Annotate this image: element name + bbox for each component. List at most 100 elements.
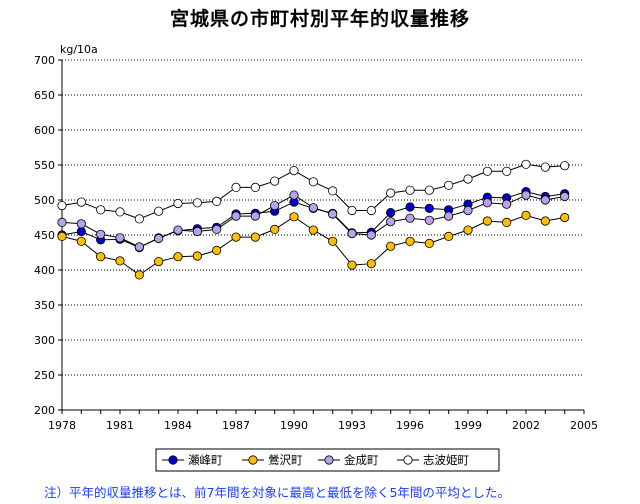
x-tick-label-2002: 2002: [512, 419, 540, 432]
data-point-金成町-1995: [386, 217, 396, 227]
data-point-金成町-1994: [366, 230, 376, 240]
data-point-鶯沢町-1982: [134, 270, 144, 280]
x-tick-label-1993: 1993: [338, 419, 366, 432]
y-axis-unit: kg/10a: [60, 43, 98, 56]
y-tick-label-450: 450: [34, 229, 55, 242]
y-tick-label-350: 350: [34, 299, 55, 312]
legend-label-鶯沢町: 鶯沢町: [268, 453, 303, 467]
data-point-金成町-2004: [560, 191, 570, 202]
legend-marker-金成町: [324, 455, 334, 465]
data-point-金成町-1989: [270, 201, 280, 211]
series-金成町: [57, 190, 570, 252]
data-point-金成町-1997: [424, 215, 434, 225]
data-point-志波姫町-1995: [386, 188, 396, 198]
data-point-金成町-1991: [308, 203, 318, 213]
x-axis-ticks: 1978 1981 1984 1987 1990 1993 1996 1999 2002 2005: [48, 410, 598, 432]
series-鶯沢町: [57, 210, 570, 280]
data-point-志波姫町-2000: [482, 166, 492, 176]
x-tick-label-1987: 1987: [222, 419, 250, 432]
data-point-鶯沢町-1983: [154, 256, 164, 267]
x-tick-label-1981: 1981: [106, 419, 134, 432]
data-point-志波姫町-1993: [347, 205, 357, 216]
series-瀬峰町: [57, 187, 570, 253]
data-point-鶯沢町-1986: [212, 245, 222, 255]
data-point-金成町-1983: [154, 233, 164, 244]
y-tick-label-200: 200: [34, 404, 55, 417]
y-tick-label-600: 600: [34, 124, 55, 137]
data-point-鶯沢町-1988: [250, 232, 260, 242]
data-point-志波姫町-2002: [521, 159, 531, 169]
data-point-鶯沢町-1995: [386, 241, 396, 251]
data-point-鶯沢町-1994: [366, 259, 376, 269]
y-tick-label-700: 700: [34, 54, 55, 67]
x-tick-label-1990: 1990: [280, 419, 308, 432]
data-point-志波姫町-1994: [366, 205, 376, 216]
data-point-志波姫町-1981: [115, 207, 125, 217]
data-point-瀬峰町-1995: [386, 208, 396, 218]
data-point-瀬峰町-1996: [405, 202, 415, 212]
data-point-鶯沢町-1985: [192, 251, 202, 261]
data-point-鶯沢町-1991: [308, 225, 318, 235]
data-point-金成町-1980: [96, 229, 106, 239]
y-axis-ticks: 200 250 300 350 400 450 500 550 600 650 700: [34, 54, 62, 417]
data-point-志波姫町-1980: [96, 205, 106, 215]
data-point-志波姫町-1978: [57, 201, 67, 211]
data-point-金成町-1990: [289, 190, 299, 200]
grid-lines: [62, 59, 584, 376]
x-tick-label-1999: 1999: [454, 419, 482, 432]
data-point-金成町-2003: [540, 195, 550, 205]
data-point-金成町-1996: [405, 213, 415, 223]
data-point-志波姫町-1987: [231, 182, 241, 192]
data-point-志波姫町-1997: [424, 185, 434, 195]
data-point-鶯沢町-1998: [444, 231, 454, 241]
data-point-金成町-1988: [250, 211, 260, 221]
y-tick-label-650: 650: [34, 89, 55, 102]
chart-title: 宮城県の市町村別平年的収量推移: [169, 8, 470, 30]
data-point-鶯沢町-1990: [289, 212, 299, 222]
data-point-鶯沢町-2003: [540, 216, 550, 226]
y-tick-label-400: 400: [34, 264, 55, 277]
data-point-志波姫町-2001: [502, 166, 512, 176]
data-point-志波姫町-1998: [444, 180, 454, 190]
data-point-志波姫町-2004: [560, 161, 570, 171]
data-point-鶯沢町-1984: [173, 252, 183, 262]
data-point-志波姫町-1996: [405, 185, 415, 195]
data-point-志波姫町-1990: [289, 166, 299, 176]
data-point-金成町-2002: [521, 190, 531, 200]
data-point-鶯沢町-1993: [347, 260, 357, 270]
data-point-瀬峰町-1997: [424, 203, 434, 213]
data-point-金成町-1999: [463, 205, 473, 216]
data-point-鶯沢町-2004: [560, 212, 570, 223]
data-point-鶯沢町-1979: [76, 236, 86, 246]
data-point-鶯沢町-1989: [270, 224, 280, 234]
data-point-志波姫町-1991: [308, 177, 318, 187]
data-point-瀬峰町-1979: [76, 226, 86, 237]
data-point-鶯沢町-1981: [115, 256, 125, 266]
data-point-鶯沢町-1978: [57, 231, 67, 241]
legend-marker-鶯沢町: [248, 455, 258, 465]
series-group: [57, 159, 570, 280]
data-point-金成町-1987: [231, 211, 241, 221]
data-point-鶯沢町-1980: [96, 252, 106, 262]
data-point-鶯沢町-1997: [424, 238, 434, 248]
data-point-鶯沢町-2000: [482, 216, 492, 226]
data-point-金成町-2000: [482, 198, 492, 208]
data-point-志波姫町-1985: [192, 198, 202, 208]
data-point-金成町-1998: [444, 211, 454, 221]
data-point-志波姫町-1992: [328, 186, 338, 196]
legend: 瀬峰町 鶯沢町 金成町 志波姫町: [155, 448, 500, 472]
data-point-志波姫町-1988: [250, 182, 260, 192]
data-point-鶯沢町-2001: [502, 217, 512, 227]
legend-marker-志波姫町: [403, 455, 413, 465]
data-point-鶯沢町-1999: [463, 225, 473, 235]
data-point-金成町-1978: [57, 217, 67, 227]
legend-label-志波姫町: 志波姫町: [423, 453, 469, 467]
data-point-志波姫町-1986: [212, 196, 222, 206]
data-point-金成町-1982: [134, 242, 144, 252]
x-tick-label-1978: 1978: [48, 419, 76, 432]
data-point-志波姫町-1984: [173, 198, 183, 209]
data-point-志波姫町-1983: [154, 206, 164, 216]
data-point-金成町-1986: [212, 224, 222, 234]
legend-marker-瀬峰町: [168, 455, 178, 465]
